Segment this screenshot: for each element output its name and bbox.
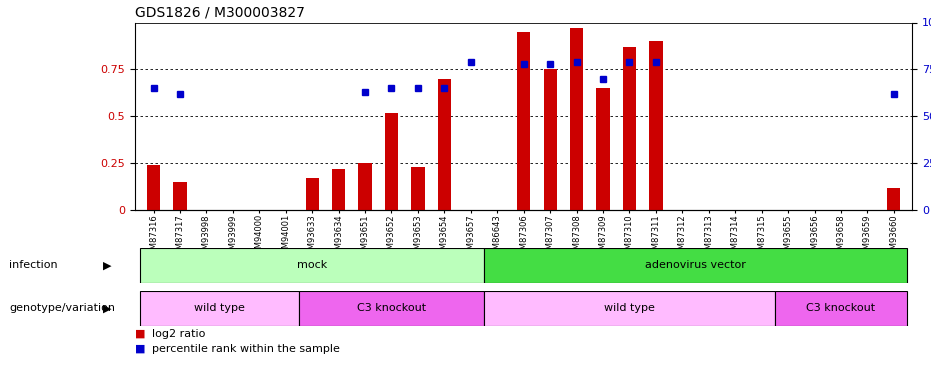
Text: C3 knockout: C3 knockout (357, 303, 426, 313)
Bar (484, 248, 907, 283)
Text: genotype/variation: genotype/variation (9, 303, 115, 313)
Bar (544, 69, 557, 210)
Bar (299, 291, 484, 326)
Bar (623, 47, 636, 210)
Text: mock: mock (297, 260, 328, 270)
Bar (305, 178, 318, 210)
Bar (597, 88, 610, 210)
Bar (173, 182, 186, 210)
Bar (141, 248, 484, 283)
Text: wild type: wild type (604, 303, 654, 313)
Bar (887, 188, 900, 210)
Bar (412, 167, 425, 210)
Text: ▶: ▶ (102, 303, 112, 313)
Bar (141, 291, 299, 326)
Text: adenovirus vector: adenovirus vector (645, 260, 746, 270)
Bar (517, 32, 531, 210)
Bar (570, 28, 583, 210)
Bar (147, 165, 160, 210)
Bar (358, 163, 371, 210)
Bar (775, 291, 907, 326)
Text: ▶: ▶ (102, 260, 112, 270)
Text: wild type: wild type (195, 303, 245, 313)
Text: C3 knockout: C3 knockout (806, 303, 875, 313)
Bar (385, 112, 398, 210)
Text: percentile rank within the sample: percentile rank within the sample (152, 344, 340, 354)
Bar (484, 291, 775, 326)
Text: log2 ratio: log2 ratio (152, 329, 205, 339)
Bar (438, 79, 451, 210)
Bar (332, 169, 345, 210)
Text: ■: ■ (135, 344, 145, 354)
Text: ■: ■ (135, 329, 145, 339)
Bar (649, 41, 663, 210)
Text: infection: infection (9, 260, 58, 270)
Text: GDS1826 / M300003827: GDS1826 / M300003827 (135, 6, 304, 20)
